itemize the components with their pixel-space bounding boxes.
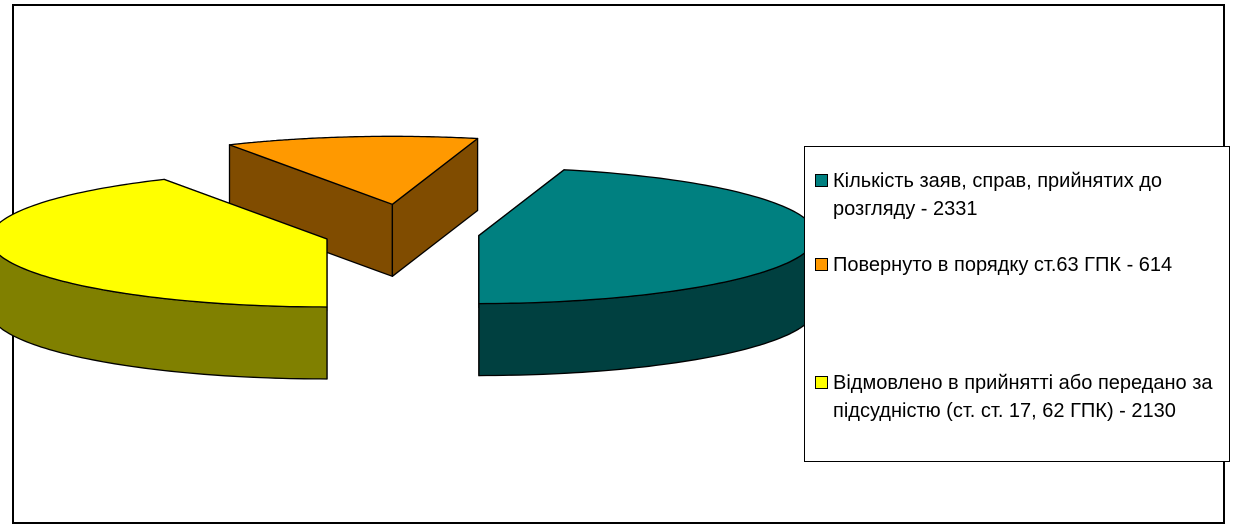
legend-label-refused: Відмовлено в прийнятті або передано за п… <box>833 372 1213 422</box>
legend-label-returned: Повернуто в порядку ст.63 ГПК - 614 <box>833 254 1173 276</box>
pie-slice-top-1 <box>228 135 479 205</box>
legend-swatch-accepted <box>815 174 828 187</box>
legend-item-refused: Відмовлено в прийнятті або передано за п… <box>815 369 1219 425</box>
pie-slice-0 <box>478 169 817 377</box>
pie-slice-top-2 <box>0 178 328 308</box>
pie-slice-1 <box>228 135 479 277</box>
legend-swatch-returned <box>815 258 828 271</box>
legend-swatch-refused <box>815 376 828 389</box>
legend-label-accepted: Кількість заяв, справ, прийнятих до розг… <box>833 170 1163 220</box>
pie-slice-2 <box>0 178 328 380</box>
legend-item-accepted: Кількість заяв, справ, прийнятих до розг… <box>815 167 1219 223</box>
pie-slices <box>0 135 817 380</box>
legend-item-returned: Повернуто в порядку ст.63 ГПК - 614 <box>815 251 1219 279</box>
legend: Кількість заяв, справ, прийнятих до розг… <box>804 146 1230 462</box>
